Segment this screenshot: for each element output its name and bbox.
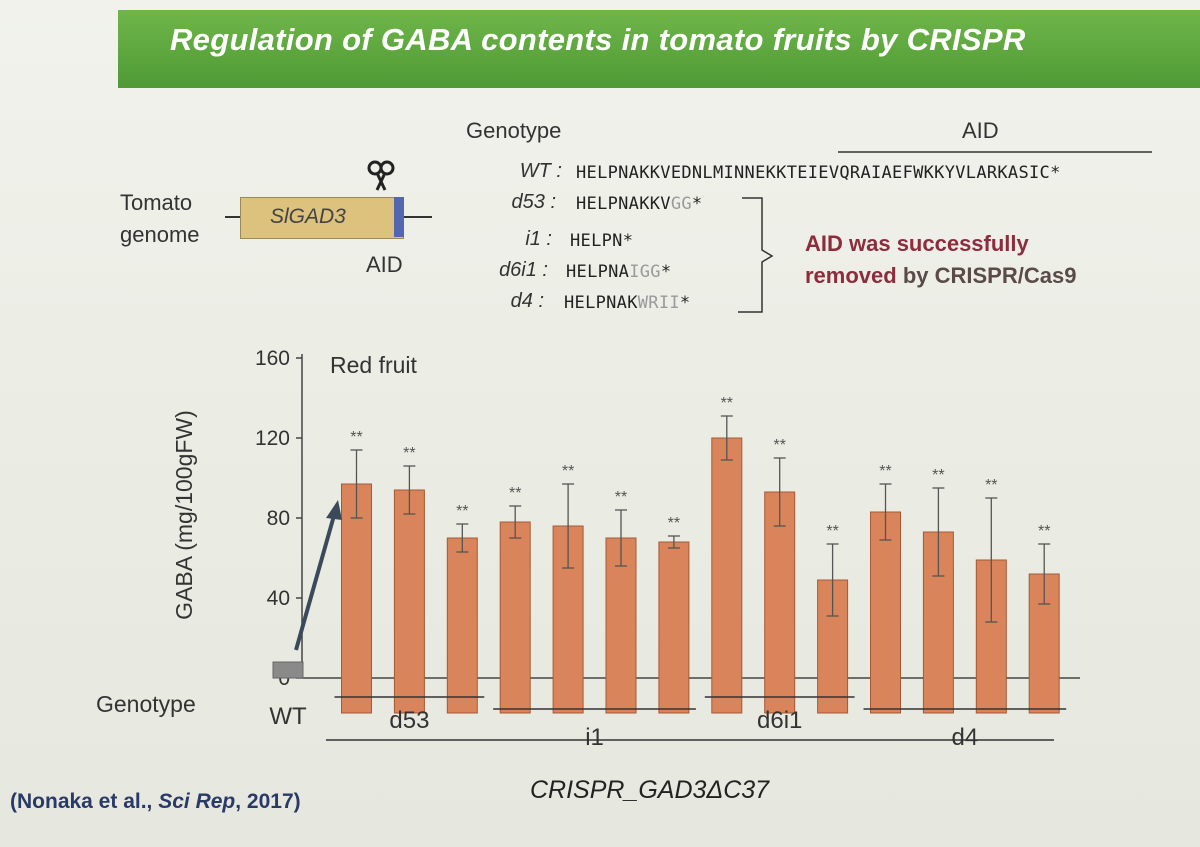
slide-title: Regulation of GABA contents in tomato fr…: [170, 22, 1026, 57]
construct-label: CRISPR_GAD3ΔC37: [530, 776, 770, 804]
significance-label: **: [826, 523, 838, 540]
group-label: d4: [951, 724, 978, 751]
significance-label: **: [509, 485, 521, 502]
mutant-bracket: [738, 197, 774, 313]
significance-label: **: [562, 463, 574, 480]
bar: [711, 437, 743, 714]
group-label: d53: [389, 707, 429, 734]
gene-box: [240, 197, 404, 239]
seq-label-d6i1: d6i1 :: [499, 259, 548, 281]
bar: [764, 491, 796, 714]
y-axis-label: GABA (mg/100gFW): [171, 410, 197, 620]
title-bar: [118, 10, 1200, 88]
genome-label-line2: genome: [120, 222, 200, 247]
y-tick-label: 120: [255, 427, 290, 450]
chart-title: Red fruit: [330, 352, 418, 378]
citation: (Nonaka et al., Sci Rep, 2017): [10, 790, 301, 813]
genome-label-line1: Tomato: [120, 190, 193, 215]
significance-label: **: [985, 477, 997, 494]
significance-label: **: [721, 395, 733, 412]
y-tick-label: 80: [267, 507, 290, 530]
seq-i1: HELPN*: [570, 231, 634, 251]
significance-label: **: [879, 463, 891, 480]
genotype-header: Genotype: [466, 118, 562, 143]
y-tick-label: 160: [255, 347, 290, 370]
group-label: i1: [585, 724, 604, 751]
bar: [605, 537, 637, 714]
group-label: d6i1: [757, 707, 802, 734]
scissors-icon: [367, 160, 395, 191]
seq-label-i1: i1 :: [525, 228, 552, 250]
gene-name: SlGAD3: [270, 205, 346, 228]
aid-domain-label: AID: [366, 252, 403, 277]
aid-removed-note: AID was successfully removed by CRISPR/C…: [805, 228, 1076, 292]
aid-note-line1: AID was successfully: [805, 231, 1029, 256]
seq-label-wt: WT :: [519, 160, 562, 182]
seq-label-d4: d4 :: [510, 290, 544, 312]
bar: [658, 541, 690, 714]
bar: [393, 489, 425, 714]
seq-d4: HELPNAKWRII*: [564, 293, 691, 313]
bar: [499, 521, 531, 714]
seq-d6i1: HELPNAIGG*: [566, 262, 672, 282]
significance-label: **: [932, 467, 944, 484]
significance-label: **: [456, 503, 468, 520]
significance-label: **: [350, 429, 362, 446]
x-axis-label: Genotype: [96, 691, 196, 717]
bar: [870, 511, 901, 714]
seq-d53: HELPNAKKVGG*: [576, 194, 703, 214]
increase-arrow: [294, 511, 337, 651]
aid-header: AID: [962, 118, 999, 143]
significance-label: **: [403, 445, 415, 462]
aid-domain-block: [394, 197, 404, 237]
group-label-wt: WT: [269, 703, 307, 730]
y-tick-label: 40: [267, 587, 290, 610]
bar: [446, 537, 478, 714]
significance-label: **: [668, 515, 680, 532]
seq-label-d53: d53 :: [511, 191, 556, 213]
seq-wt: HELPNAKKVEDNLMINNEKKTEIEVQRAIAEFWKKYVLAR…: [576, 163, 1061, 183]
bar: [272, 661, 304, 679]
increase-arrow-head: [326, 500, 342, 520]
aid-note-line2: removed by CRISPR/Cas9: [805, 263, 1077, 288]
significance-label: **: [773, 437, 785, 454]
bar: [341, 483, 372, 714]
significance-label: **: [1038, 523, 1050, 540]
significance-label: **: [615, 489, 627, 506]
